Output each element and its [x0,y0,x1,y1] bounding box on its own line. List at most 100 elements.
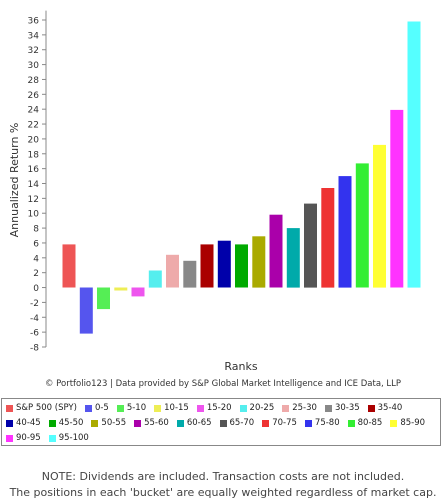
y-tick-label: 36 [28,17,40,27]
bar-0-5 [79,287,93,334]
legend-items: S&P 500 (SPY) 0-5 5-10 10-15 15-20 20-25 25-30… [6,401,440,445]
legend-label: 20-25 [249,403,275,413]
y-tick-label: 16 [28,165,40,175]
bar-20-25 [148,270,162,288]
legend-item[interactable]: 95-100 [48,431,89,445]
bar-70-75 [321,188,335,288]
y-tick-label: 18 [28,150,40,160]
bar-95-100 [407,21,421,288]
y-tick-label: 24 [28,106,40,116]
bar-80-85 [355,163,369,288]
legend-label: 65-70 [229,418,255,428]
y-tick-label: 2 [33,269,39,279]
legend-label: 40-45 [16,418,41,428]
bar-55-60 [269,214,283,288]
legend-label: 95-100 [58,433,89,443]
legend-item[interactable]: 55-60 [134,416,169,430]
legend-swatch [84,404,92,412]
legend-label: 55-60 [144,418,169,428]
legend-item[interactable]: 40-45 [6,416,41,430]
legend-item[interactable]: 90-95 [6,431,41,445]
bar-s-p-500-spy- [62,244,76,288]
bar-40-45 [217,240,231,288]
legend-item[interactable]: 15-20 [196,401,232,415]
legend-swatch [91,419,99,427]
y-axis: -8-6-4-202468101214161820222426283032343… [28,10,47,354]
bar-65-70 [304,203,317,288]
legend-item[interactable]: 20-25 [239,401,275,415]
y-tick-label: 4 [33,254,39,264]
legend-label: 60-65 [186,418,212,428]
bar-90-95 [390,109,404,288]
legend-label: 50-55 [101,418,127,428]
x-axis-label: Ranks [224,360,257,373]
y-tick-label: 34 [28,31,40,41]
legend-item[interactable]: 30-35 [324,401,360,415]
legend-item[interactable]: S&P 500 (SPY) [6,401,77,415]
legend-swatch [6,404,13,412]
bar-25-30 [166,254,179,288]
legend-item[interactable]: 0-5 [84,401,109,415]
legend-item[interactable]: 5-10 [116,401,146,415]
legend-swatch [367,404,375,412]
legend-label: 15-20 [206,403,232,413]
legend-swatch [262,419,270,427]
bar-10-15 [114,287,128,291]
legend-swatch [239,404,247,412]
legend-swatch [324,404,332,412]
legend-swatch [116,404,124,412]
legend: S&P 500 (SPY) 0-5 5-10 10-15 15-20 20-25 25-30… [1,398,441,446]
y-tick-label: 20 [28,135,40,145]
legend-label: 80-85 [357,418,383,428]
bar-45-50 [235,244,248,288]
bar-5-10 [97,287,110,310]
data-credit: © Portfolio123 | Data provided by S&P Gl… [44,379,402,389]
legend-label: 35-40 [377,403,403,413]
legend-label: S&P 500 (SPY) [16,403,77,413]
legend-item[interactable]: 50-55 [91,416,126,430]
legend-swatch [48,434,56,442]
legend-item[interactable]: 10-15 [154,401,189,415]
legend-item[interactable]: 60-65 [176,416,212,430]
legend-item[interactable]: 70-75 [262,416,297,430]
legend-label: 25-30 [292,403,317,413]
y-tick-label: 8 [33,225,39,235]
y-tick-label: 22 [28,121,39,131]
legend-swatch [6,434,13,442]
legend-label: 70-75 [272,418,297,428]
bar-30-35 [183,260,197,288]
legend-swatch [176,419,184,427]
note-line-1: NOTE: Dividends are included. Transactio… [41,470,405,483]
y-tick-label: 26 [28,91,40,101]
legend-label: 90-95 [16,433,41,443]
legend-swatch [219,419,227,427]
legend-item[interactable]: 85-90 [390,416,425,430]
bar-35-40 [200,244,214,288]
legend-label: 45-50 [58,418,84,428]
legend-swatch [6,419,13,427]
legend-item[interactable]: 65-70 [219,416,255,430]
y-tick-label: 32 [28,46,39,56]
y-tick-label: 30 [28,61,40,71]
bar-85-90 [373,144,386,288]
legend-swatch [347,419,355,427]
y-tick-label: 6 [33,239,39,249]
legend-item[interactable]: 25-30 [282,401,317,415]
legend-swatch [304,419,312,427]
bar-15-20 [131,287,145,297]
legend-label: 10-15 [164,403,189,413]
y-tick-label: 12 [28,195,39,205]
legend-label: 75-80 [314,418,340,428]
legend-swatch [154,404,162,412]
y-tick-label: -6 [30,329,39,339]
legend-item[interactable]: 75-80 [304,416,340,430]
legend-swatch [390,419,398,427]
legend-item[interactable]: 35-40 [367,401,403,415]
y-tick-label: -2 [30,299,39,309]
legend-item[interactable]: 80-85 [347,416,383,430]
bars [62,21,421,334]
legend-swatch [196,404,204,412]
note-line-2: The positions in each 'bucket' are equal… [9,486,437,499]
legend-swatch [48,419,56,427]
legend-item[interactable]: 45-50 [48,416,84,430]
